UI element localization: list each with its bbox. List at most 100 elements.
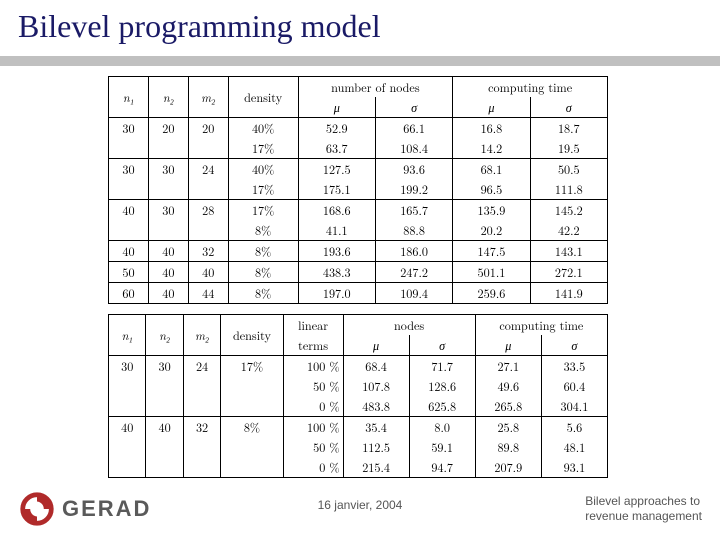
table-cell: 20 <box>188 118 228 139</box>
table-cell: 8% <box>228 220 298 241</box>
table-cell: 93.1 <box>541 457 607 478</box>
table-cell: 40 <box>188 262 228 283</box>
table-cell: 96.5 <box>453 179 530 200</box>
table-cell: 8% <box>228 262 298 283</box>
t2-h-m2: m₂ <box>183 315 220 356</box>
table-cell: 30 <box>109 118 149 139</box>
table-cell: 89.8 <box>475 437 541 457</box>
table-cell: 17% <box>228 138 298 159</box>
table-cell <box>221 437 283 457</box>
table-cell: 30 <box>109 356 146 377</box>
table-row: 4040328%100 %35.48.025.85.6 <box>109 417 608 438</box>
table-cell: 32 <box>183 417 220 438</box>
table-cell: 88.8 <box>375 220 452 241</box>
t2-h-n1: n₁ <box>109 315 146 356</box>
tables-area: n₁ n₂ m₂ density number of nodes computi… <box>108 76 608 478</box>
table-cell: 18.7 <box>530 118 607 139</box>
table-row: 17%175.1199.296.5111.8 <box>109 179 608 200</box>
table-cell: 108.4 <box>375 138 452 159</box>
t1-h-density: density <box>228 77 298 118</box>
results-table-1: n₁ n₂ m₂ density number of nodes computi… <box>108 76 608 304</box>
table-cell <box>183 437 220 457</box>
table-cell: 27.1 <box>475 356 541 377</box>
table-row: 6040448%197.0109.4259.6141.9 <box>109 283 608 304</box>
table-cell: 16.8 <box>453 118 530 139</box>
table-cell <box>221 376 283 396</box>
table-cell: 100 % <box>283 417 343 438</box>
table-cell <box>221 396 283 417</box>
table-cell <box>146 376 183 396</box>
table-cell: 20 <box>148 118 188 139</box>
table-cell <box>146 437 183 457</box>
table-cell: 145.2 <box>530 200 607 221</box>
t2-h-density: density <box>221 315 283 356</box>
table-cell: 20.2 <box>453 220 530 241</box>
table-cell: 50 <box>109 262 149 283</box>
table-cell: 8.0 <box>409 417 475 438</box>
table-row: 4040328%193.6186.0147.5143.1 <box>109 241 608 262</box>
table-cell: 24 <box>183 356 220 377</box>
table-cell: 127.5 <box>298 159 375 180</box>
table-cell: 40 <box>148 262 188 283</box>
t1-h-nodes-mu: μ <box>298 97 375 118</box>
t1-h-nodes-sigma: σ <box>375 97 452 118</box>
table-cell: 40 <box>109 241 149 262</box>
table-cell <box>109 376 146 396</box>
t1-h-n1: n₁ <box>109 77 149 118</box>
table-cell: 24 <box>188 159 228 180</box>
table-cell: 128.6 <box>409 376 475 396</box>
t1-h-m2: m₂ <box>188 77 228 118</box>
table-row: 5040408%438.3247.2501.1272.1 <box>109 262 608 283</box>
table-cell: 40 <box>109 417 146 438</box>
table-cell: 17% <box>228 200 298 221</box>
table-cell: 8% <box>221 417 283 438</box>
table-cell: 143.1 <box>530 241 607 262</box>
table-cell <box>109 457 146 478</box>
table-row: 30302417%100 %68.471.727.133.5 <box>109 356 608 377</box>
t1-h-time: computing time <box>453 77 608 98</box>
table-cell <box>109 220 149 241</box>
table-row: 30302440%127.593.668.150.5 <box>109 159 608 180</box>
table-cell: 109.4 <box>375 283 452 304</box>
table-cell: 30 <box>146 356 183 377</box>
table-row: 50 %107.8128.649.660.4 <box>109 376 608 396</box>
table-row: 0 %483.8625.8265.8304.1 <box>109 396 608 417</box>
table-cell: 141.9 <box>530 283 607 304</box>
table-cell: 0 % <box>283 457 343 478</box>
table-cell <box>109 437 146 457</box>
footer-right-line1: Bilevel approaches to <box>585 494 702 509</box>
t2-h-nodes-sigma: σ <box>409 335 475 356</box>
table-cell: 48.1 <box>541 437 607 457</box>
table-row: 8%41.188.820.242.2 <box>109 220 608 241</box>
table-cell: 40 <box>146 417 183 438</box>
t2-h-terms: terms <box>283 335 343 356</box>
table-cell: 5.6 <box>541 417 607 438</box>
table-cell <box>183 457 220 478</box>
table-cell: 186.0 <box>375 241 452 262</box>
table-cell: 197.0 <box>298 283 375 304</box>
table-cell: 483.8 <box>343 396 409 417</box>
t2-h-linear: linear <box>283 315 343 336</box>
table-cell: 207.9 <box>475 457 541 478</box>
table-cell: 135.9 <box>453 200 530 221</box>
table-cell: 71.7 <box>409 356 475 377</box>
table-cell <box>188 220 228 241</box>
slide-title: Bilevel programming model <box>18 8 381 45</box>
t2-h-time-mu: μ <box>475 335 541 356</box>
table-cell: 94.7 <box>409 457 475 478</box>
t1-h-time-sigma: σ <box>530 97 607 118</box>
table-cell: 68.1 <box>453 159 530 180</box>
table-cell: 33.5 <box>541 356 607 377</box>
table-cell <box>183 376 220 396</box>
table-cell <box>183 396 220 417</box>
t2-h-time: computing time <box>475 315 607 336</box>
table-cell: 147.5 <box>453 241 530 262</box>
table-cell <box>146 457 183 478</box>
table-cell: 17% <box>228 179 298 200</box>
table-cell: 30 <box>148 200 188 221</box>
table-cell: 17% <box>221 356 283 377</box>
t2-h-nodes-mu: μ <box>343 335 409 356</box>
table-cell: 60.4 <box>541 376 607 396</box>
table-cell: 14.2 <box>453 138 530 159</box>
table-cell: 8% <box>228 241 298 262</box>
